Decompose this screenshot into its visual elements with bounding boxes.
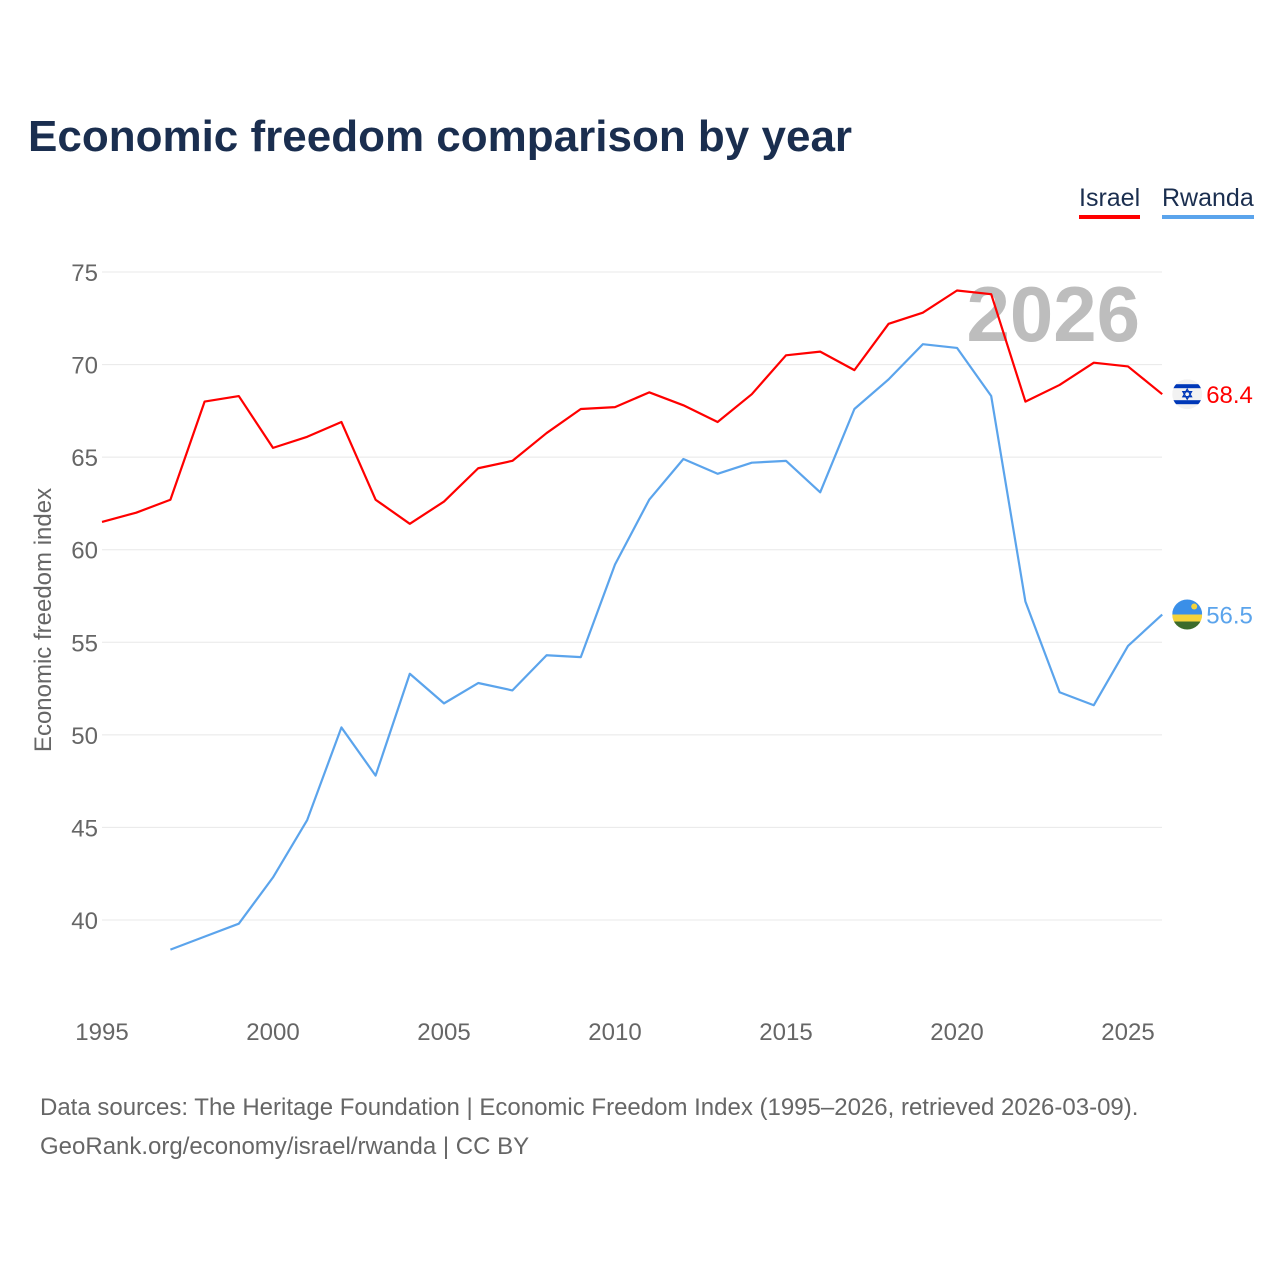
x-tick-label: 2005 — [417, 1019, 470, 1046]
x-tick-label: 2010 — [588, 1019, 641, 1046]
y-tick-label: 55 — [71, 630, 98, 657]
source-note: Data sources: The Heritage Foundation | … — [40, 1088, 1138, 1166]
flag-green — [1172, 621, 1203, 630]
y-tick-label: 60 — [71, 538, 98, 565]
y-tick-label: 45 — [71, 815, 98, 842]
y-axis-label: Economic freedom index — [30, 488, 57, 752]
israel-flag-icon — [1172, 379, 1203, 410]
x-tick-label: 2000 — [246, 1019, 299, 1046]
x-tick-label: 1995 — [75, 1019, 128, 1046]
flag-body — [1172, 379, 1203, 410]
y-tick-label: 65 — [71, 445, 98, 472]
flag-field — [1172, 379, 1203, 410]
flag-sun — [1191, 603, 1198, 610]
year-watermark: 2026 — [966, 270, 1140, 358]
end-value-label: 56.5 — [1206, 603, 1253, 630]
legend-rwanda[interactable]: Rwanda — [1162, 184, 1254, 219]
x-tick-label: 2015 — [759, 1019, 812, 1046]
legend-israel[interactable]: Israel — [1079, 184, 1141, 219]
flag-stripe — [1172, 384, 1203, 389]
flag-stripe — [1172, 400, 1203, 405]
source-line-2: GeoRank.org/economy/israel/rwanda | CC B… — [40, 1133, 530, 1160]
y-tick-label: 50 — [71, 723, 98, 750]
end-value-label: 68.4 — [1206, 382, 1253, 409]
source-line-1: Data sources: The Heritage Foundation | … — [40, 1094, 1139, 1121]
series-line-israel — [101, 289, 1163, 525]
star-of-david — [1181, 387, 1193, 401]
y-tick-label: 70 — [71, 353, 98, 380]
flag-body — [1172, 599, 1203, 630]
y-tick-label: 40 — [71, 908, 98, 935]
flag-yellow — [1172, 614, 1203, 622]
x-tick-label: 2020 — [930, 1019, 983, 1046]
x-tick-label: 2025 — [1101, 1019, 1154, 1046]
chart-title: Economic freedom comparison by year — [28, 112, 853, 161]
rwanda-flag-icon — [1172, 599, 1203, 630]
series-line-rwanda — [170, 343, 1163, 951]
flag-blue — [1172, 599, 1203, 615]
y-tick-label: 75 — [71, 260, 98, 287]
